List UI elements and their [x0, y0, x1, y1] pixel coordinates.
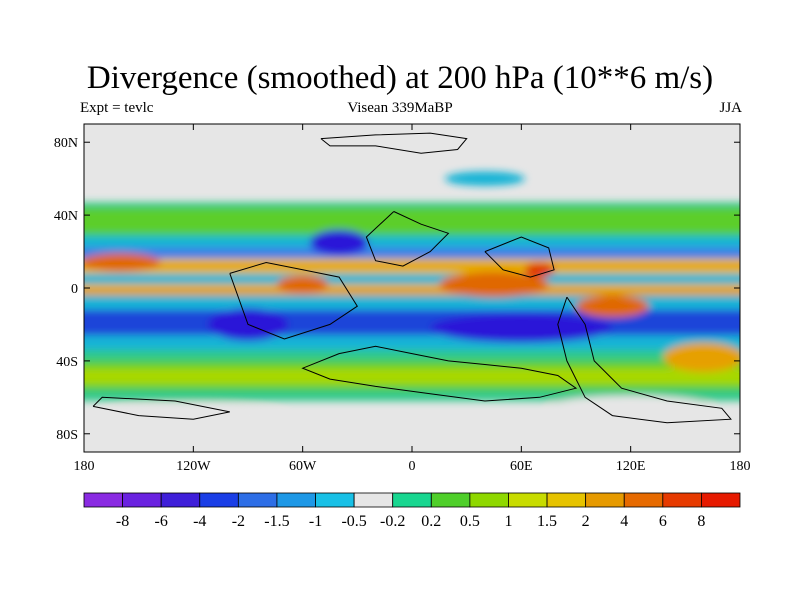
colorbar-label: 2 — [582, 513, 590, 530]
colorbar-swatch — [546, 492, 587, 508]
field-band — [84, 207, 740, 234]
colorbar-swatch — [83, 492, 123, 508]
field-band — [84, 247, 740, 259]
colorbar-label: 0.5 — [460, 513, 480, 530]
colorbar-label: -0.2 — [380, 513, 405, 530]
y-tick-label: 40S — [56, 355, 78, 370]
field-blob — [84, 253, 161, 272]
colorbar-label: -0.5 — [341, 513, 366, 530]
field-band — [84, 309, 740, 336]
period-label: Visean 339MaBP — [347, 100, 453, 116]
colorbar-label: -1.5 — [264, 513, 289, 530]
field-band — [84, 236, 740, 248]
field-blob — [309, 229, 369, 256]
colorbar-swatch — [662, 492, 702, 508]
colorbar-label: -4 — [193, 513, 206, 530]
experiment-label: Expt = tevlc — [80, 100, 154, 116]
field-blob — [439, 271, 549, 298]
colorbar-label: -1 — [309, 513, 322, 530]
colorbar-label: 1 — [504, 513, 512, 530]
y-tick-label: 80S — [56, 428, 78, 443]
field-band — [84, 273, 740, 285]
field-blob — [524, 262, 555, 278]
field-blob — [277, 275, 329, 294]
y-tick-label: 40N — [54, 209, 78, 224]
colorbar-swatch — [122, 492, 162, 508]
colorbar-swatch — [508, 492, 548, 508]
field-blob — [548, 395, 713, 418]
colorbar-label: -2 — [232, 513, 245, 530]
field-blob — [663, 342, 740, 372]
field-band — [84, 349, 740, 361]
field-blob — [430, 313, 613, 343]
season-label: JJA — [719, 100, 742, 116]
map-axes: 180 120W 60W 0 60E 120E 180 80N 40N 0 40S 80S — [54, 124, 751, 474]
colorbar-swatch — [276, 492, 316, 508]
colorbar-swatch — [160, 492, 201, 508]
x-tick-label: 0 — [409, 459, 416, 474]
field-band — [84, 335, 740, 350]
coastline — [92, 396, 230, 420]
colorbar-swatch — [623, 492, 664, 508]
colorbar-label: 0.2 — [421, 513, 441, 530]
colorbar-label: -8 — [116, 513, 129, 530]
colorbar-swatch — [353, 492, 394, 508]
colorbar-swatch — [469, 492, 509, 508]
colorbar-swatch — [199, 492, 239, 508]
field-band — [84, 390, 740, 401]
x-tick-label: 120E — [616, 459, 646, 474]
colorbar-label: 4 — [620, 513, 628, 530]
y-tick-label: 80N — [54, 136, 78, 151]
colorbar-swatch — [585, 492, 625, 508]
colorbar-swatch — [237, 492, 278, 508]
x-tick-label: 60W — [289, 459, 317, 474]
colorbar-swatch — [430, 492, 471, 508]
colorbar-label: 8 — [697, 513, 705, 530]
coastline — [320, 132, 468, 154]
colorbar-swatch — [701, 492, 741, 508]
coastline — [229, 261, 358, 340]
coastline — [365, 211, 450, 267]
coastline — [484, 236, 555, 278]
field-blob — [576, 295, 649, 318]
x-tick-label: 180 — [730, 459, 751, 474]
x-tick-label: 120W — [176, 459, 211, 474]
colorbar-swatch — [315, 492, 355, 508]
colorbar-label: 6 — [659, 513, 667, 530]
field-band — [84, 368, 740, 385]
field-band — [84, 295, 740, 310]
coastline — [301, 345, 578, 402]
divergence-field — [84, 124, 740, 452]
field-band — [84, 286, 740, 296]
colorbar-swatch — [392, 492, 432, 508]
coastlines — [92, 132, 732, 424]
colorbar-label: 1.5 — [537, 513, 557, 530]
colorbar: -8 -6 -4 -2 -1.5 -1 -0.5 -0.2 0.2 0.5 1 1.5 2 4 6 8 — [83, 492, 741, 530]
field-blob — [102, 402, 285, 429]
x-tick-label: 60E — [510, 459, 533, 474]
colorbar-label: -6 — [155, 513, 168, 530]
y-tick-label: 0 — [71, 282, 78, 297]
x-tick-label: 180 — [74, 459, 95, 474]
coastline — [557, 296, 732, 424]
field-blob — [444, 171, 525, 186]
page-title: Divergence (smoothed) at 200 hPa (10**6 … — [86, 60, 714, 96]
field-band — [84, 262, 740, 270]
